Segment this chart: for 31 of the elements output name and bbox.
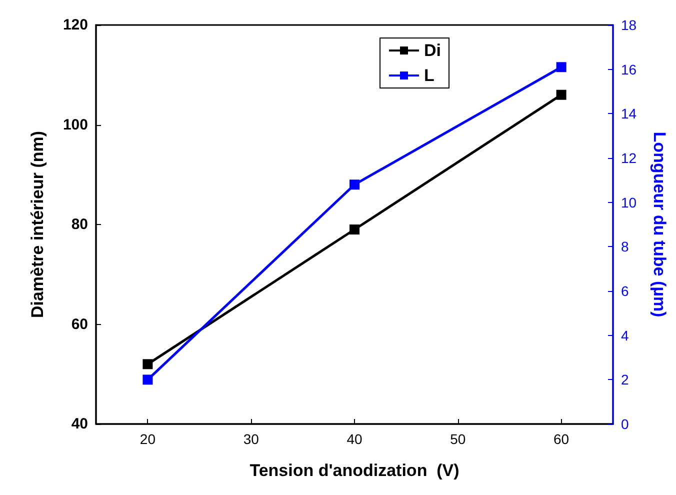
y-tick-label: 120 bbox=[62, 16, 88, 34]
y-tick-label: 100 bbox=[62, 116, 88, 134]
x-tick-label: 40 bbox=[346, 431, 362, 447]
y-tick-label: 40 bbox=[71, 416, 88, 432]
point bbox=[556, 62, 566, 72]
x-tick-label: 20 bbox=[140, 431, 156, 447]
point bbox=[556, 90, 566, 100]
point bbox=[142, 359, 153, 370]
y-tick-label: 80 bbox=[71, 216, 88, 233]
y2-tick-label: 0 bbox=[621, 416, 629, 432]
y-tick-label: 60 bbox=[71, 316, 88, 333]
point bbox=[350, 224, 360, 234]
legend-label: L bbox=[424, 66, 434, 85]
y2-tick-label: 16 bbox=[621, 61, 637, 78]
x-tick-label: 60 bbox=[554, 431, 570, 447]
point bbox=[142, 374, 153, 385]
x-tick-label: 50 bbox=[450, 431, 466, 447]
point bbox=[350, 180, 360, 190]
y2-tick-label: 10 bbox=[621, 194, 637, 210]
y-axis-title: Diamètre intérieur (nm) bbox=[28, 130, 47, 318]
y2-tick-label: 18 bbox=[621, 17, 637, 33]
y2-tick-label: 8 bbox=[621, 238, 629, 255]
x-axis-title: Tension d'anodization (V) bbox=[250, 461, 460, 480]
y2-tick-label: 12 bbox=[621, 150, 637, 166]
y2-axis-title: Longueur du tube (µm) bbox=[650, 132, 669, 318]
y2-tick-label: 2 bbox=[621, 372, 629, 388]
legend-label: Di bbox=[424, 41, 441, 60]
y2-tick-label: 6 bbox=[621, 283, 629, 299]
y2-tick-label: 4 bbox=[621, 327, 629, 344]
x-tick-label: 30 bbox=[243, 431, 260, 447]
y2-tick-label: 14 bbox=[621, 106, 637, 122]
